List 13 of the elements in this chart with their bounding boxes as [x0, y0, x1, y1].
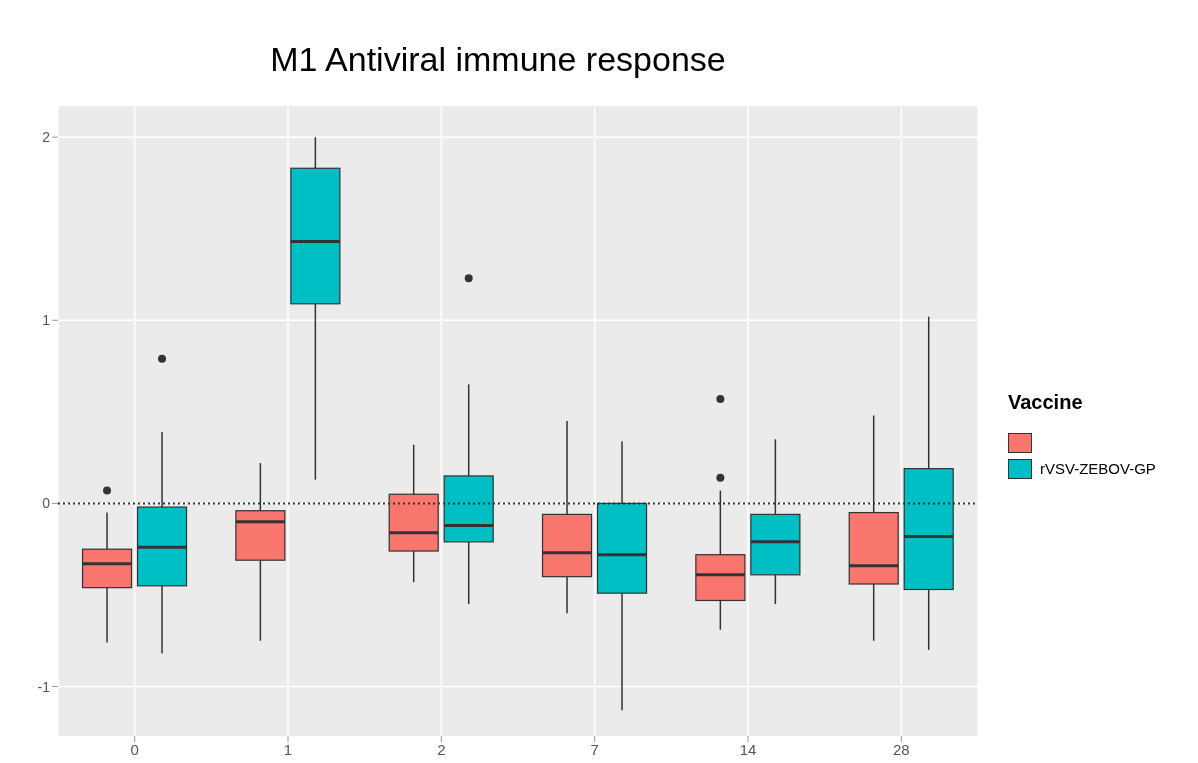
y-tick-label: 2 [42, 129, 51, 146]
y-tick-label: -1 [37, 678, 51, 695]
x-tick-label: 2 [437, 740, 446, 758]
x-tick-label: 28 [892, 740, 910, 758]
x-tick-label: 14 [739, 740, 757, 758]
legend-label: rVSV-ZEBOV-GP [1040, 460, 1156, 477]
chart-title: M1 Antiviral immune response [269, 40, 727, 80]
y-tick-label: 1 [42, 312, 51, 329]
legend-title: Vaccine [1008, 390, 1084, 414]
y-tick-label: 0 [42, 495, 51, 512]
x-tick-label: 0 [130, 740, 139, 758]
x-tick-label: 1 [283, 740, 293, 758]
x-tick-label: 7 [590, 740, 599, 758]
